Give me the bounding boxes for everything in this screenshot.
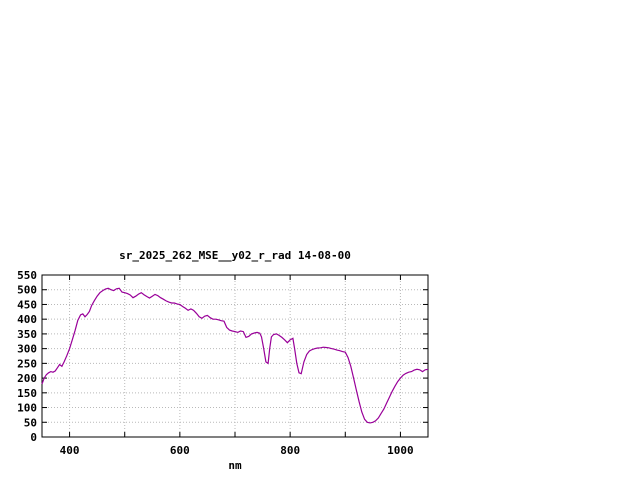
y-axis-tick-label: 450 — [17, 298, 37, 311]
y-axis-tick-label: 400 — [17, 313, 37, 326]
y-axis-tick-label: 300 — [17, 343, 37, 356]
plot-border — [41, 274, 429, 438]
x-axis-tick-label: 1000 — [387, 444, 414, 457]
y-axis-tick-label: 50 — [24, 416, 37, 429]
spectrum-line — [41, 287, 429, 424]
y-axis-tick-label: 550 — [17, 269, 37, 282]
y-axis-tick-label: 200 — [17, 372, 37, 385]
y-axis-tick-label: 500 — [17, 284, 37, 297]
chart-title: sr_2025_262_MSE__y02_r_rad 14-08-00 — [119, 249, 351, 262]
x-axis-tick-label: 600 — [170, 444, 190, 457]
x-axis-label: nm — [228, 459, 242, 472]
y-axis-tick-label: 350 — [17, 328, 37, 341]
x-axis-tick-label: 800 — [280, 444, 300, 457]
y-axis-tick-label: 150 — [17, 387, 37, 400]
y-axis-tick-label: 250 — [17, 357, 37, 370]
x-axis-tick-label: 400 — [60, 444, 80, 457]
y-axis-tick-label: 0 — [30, 431, 37, 444]
y-axis-tick-label: 100 — [17, 402, 37, 415]
